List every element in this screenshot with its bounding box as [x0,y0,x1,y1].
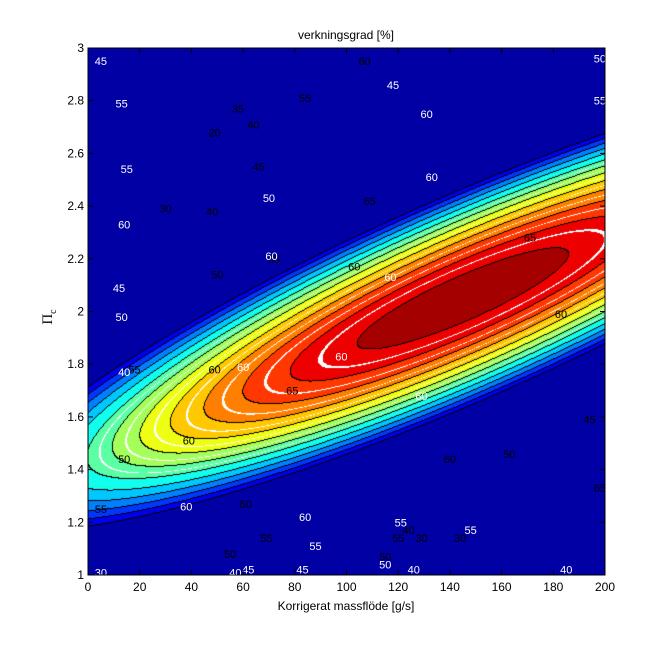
line-contour-label: 60 [426,172,438,184]
x-tick-label: 120 [388,580,408,594]
filled-contour-label: 30 [454,533,466,545]
line-contour-label: 50 [263,193,275,205]
filled-contour-label: 50 [379,552,391,564]
line-contour-label: 45 [387,80,399,92]
filled-contour-label: 65 [594,483,606,495]
x-tick-label: 160 [492,580,512,594]
filled-contour-label: 30 [159,204,171,216]
line-contour-label: 40 [560,565,572,577]
filled-contour-label: 55 [128,364,140,376]
line-contour-label: 55 [309,541,321,553]
y-axis-label-main: Π [40,314,56,325]
x-axis-ticks: 0 20 40 60 80 100 120 140 160 180 200 [85,48,615,594]
svg-text:Πc: Πc [40,309,59,325]
line-contour-label: 55 [395,517,407,529]
line-contour-label: 40 [408,565,420,577]
line-contour-label: 60 [421,109,433,121]
y-tick-label: 1 [77,568,84,582]
line-contour-label: 60 [335,351,347,363]
line-contour-labels: 4555556045504050604560606060605055606060… [95,54,606,580]
filled-contour-label: 65 [364,196,376,208]
filled-contour-label: 55 [95,504,107,516]
y-axis-label-subscript: c [48,309,59,314]
line-contour-label: 60 [118,220,130,232]
line-contour-label: 40 [118,367,130,379]
x-tick-label: 200 [595,580,615,594]
line-contour-label: 50 [379,559,391,571]
line-contour-label: 60 [384,272,396,284]
line-contour-label: 50 [594,54,606,66]
x-tick-label: 180 [543,580,563,594]
filled-contour-label: 60 [209,364,221,376]
x-tick-label: 80 [288,580,302,594]
filled-contour-label: 55 [299,93,311,105]
y-tick-label: 1.8 [67,357,84,371]
line-contour-label: 30 [95,567,107,579]
y-axis-ticks: 1 1.2 1.4 1.6 1.8 2 2.2 2.4 2.6 2.8 3 [67,41,605,582]
x-tick-label: 100 [336,580,356,594]
y-tick-label: 1.6 [67,410,84,424]
filled-contour-label: 30 [415,533,427,545]
filled-contour-label: 55 [260,533,272,545]
filled-contour-label: 65 [286,386,298,398]
line-contour-label: 60 [180,501,192,513]
filled-contour-label: 60 [183,436,195,448]
line-contour-label: 45 [113,283,125,295]
x-tick-label: 20 [133,580,147,594]
x-axis-label: Korrigerat massflöde [g/s] [278,599,415,613]
filled-contour-label: 45 [252,162,264,174]
line-contour-label: 45 [296,565,308,577]
filled-contour-label: 60 [358,56,370,68]
x-tick-label: 140 [440,580,460,594]
y-tick-label: 3 [77,41,84,55]
line-contour-label: 60 [237,362,249,374]
line-contour-label: 55 [121,164,133,176]
y-tick-label: 2 [77,305,84,319]
y-tick-label: 1.4 [67,463,84,477]
line-contour-label: 60 [415,391,427,403]
filled-contour-label: 35 [232,104,244,116]
filled-contour-label: 40 [206,206,218,218]
chart-title: verkningsgrad [%] [298,28,394,42]
y-tick-label: 2.8 [67,94,84,108]
filled-contour-field [88,48,605,575]
filled-contour-label: 20 [209,127,221,139]
filled-contour-label: 60 [240,499,252,511]
line-contour-label: 50 [115,312,127,324]
line-contour-label: 45 [242,565,254,577]
filled-contour-label: 50 [224,549,236,561]
line-contour-label: 45 [95,56,107,68]
y-tick-label: 2.2 [67,252,84,266]
line-contour-label: 60 [265,251,277,263]
filled-contour-label: 55 [268,254,280,266]
x-tick-label: 40 [185,580,199,594]
filled-contour-label: 50 [503,449,515,461]
filled-contour-label: 60 [348,262,360,274]
filled-contour-label: 55 [392,533,404,545]
line-contour-label: 55 [115,98,127,110]
x-tick-label: 0 [85,580,92,594]
y-tick-label: 1.2 [67,515,84,529]
filled-contour-label: 60 [555,309,567,321]
y-axis-label: Πc [40,309,59,325]
y-tick-label: 2.6 [67,146,84,160]
filled-contour-label: 40 [402,525,414,537]
line-contour-label: 55 [464,525,476,537]
filled-contour-label: 45 [583,415,595,427]
line-contour-label: 40 [229,567,241,579]
filled-contour-label: 60 [444,454,456,466]
filled-contour-label: 40 [247,119,259,131]
line-contour-label: 60 [299,512,311,524]
filled-contour-label: 50 [118,454,130,466]
y-tick-label: 2.4 [67,199,84,213]
line-contour-label: 55 [594,96,606,108]
filled-contour-label: 65 [524,233,536,245]
x-tick-label: 60 [236,580,250,594]
filled-contour-label: 50 [211,270,223,282]
